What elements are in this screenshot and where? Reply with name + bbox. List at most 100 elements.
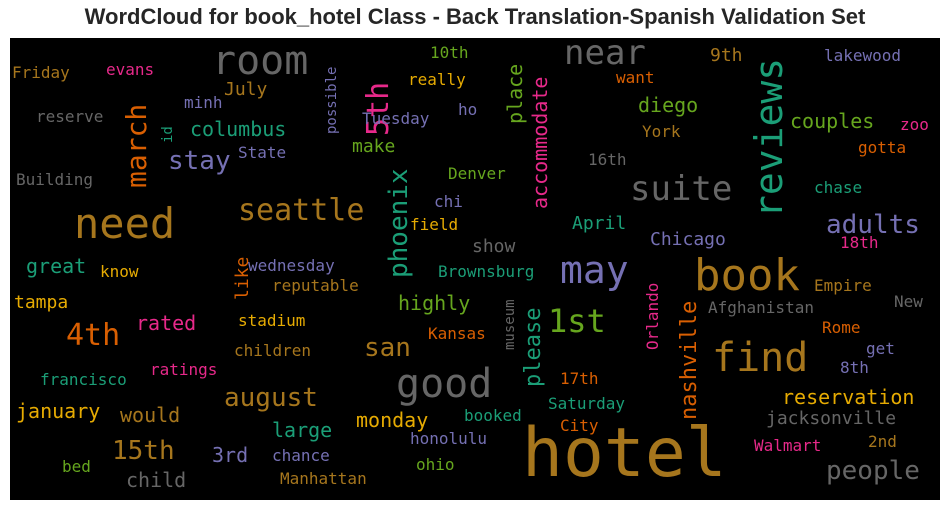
word-like: like [232,257,253,300]
word-monday: monday [356,408,428,432]
word-orlando: Orlando [643,283,662,350]
word-4th: 4th [66,318,120,353]
word-march: march [120,104,153,188]
word-ratings: ratings [150,360,217,379]
word-chase: chase [814,178,862,197]
word-please: please [521,308,546,387]
word-walmart: Walmart [754,436,821,455]
word-good: good [396,361,492,407]
word-17th: 17th [560,369,599,388]
word-8th: 8th [840,358,869,377]
chart-title: WordCloud for book_hotel Class - Back Tr… [84,4,866,29]
word-id: id [160,126,176,143]
word-new: New [894,292,923,311]
word-children: children [234,341,311,360]
word-empire: Empire [814,276,872,295]
word-april: April [572,213,626,234]
word-highly: highly [398,291,470,315]
word-stadium: stadium [238,311,305,330]
word-really: really [408,70,466,89]
word-columbus: columbus [190,117,286,141]
word-couples: couples [790,109,874,133]
word-people: people [826,456,920,486]
word-evans: evans [106,60,154,79]
word-jacksonville: jacksonville [766,408,896,429]
word-july: July [224,79,268,100]
word-chicago: Chicago [650,229,726,250]
word-manhattan: Manhattan [280,469,367,488]
word-16th: 16th [588,150,627,169]
word-ohio: ohio [416,455,455,474]
word-hotel: hotel [522,414,727,493]
word-10th: 10th [430,43,469,62]
word-5th: 5th [361,82,396,136]
word-zoo: zoo [900,115,929,134]
word-afghanistan: Afghanistan [708,298,814,317]
word-child: child [126,468,186,492]
word-lakewood: lakewood [824,46,901,65]
word-francisco: francisco [40,370,127,389]
word-suite: suite [630,169,732,209]
word-kansas: Kansas [428,324,486,343]
word-know: know [100,262,139,281]
word-field: field [410,215,458,234]
word-ho: ho [458,100,477,119]
word-near: near [564,38,646,73]
word-need: need [74,199,175,248]
word-san: san [364,333,411,363]
word-city: City [560,416,599,435]
word-rome: Rome [822,318,861,337]
word-reservation: reservation [782,385,914,409]
word-booked: booked [464,406,522,425]
word-room: room [212,38,308,84]
word-friday: Friday [12,63,70,82]
word-museum: museum [502,299,518,350]
word-chance: chance [272,446,330,465]
word-make: make [352,136,395,157]
word-diego: diego [638,93,698,117]
word-9th: 9th [710,45,743,66]
word-show: show [472,236,516,257]
word-building: Building [16,170,93,189]
word-great: great [26,254,86,278]
word-adults: adults [826,210,920,240]
word-york: York [642,122,681,141]
word-rated: rated [136,311,196,335]
word-honolulu: honolulu [410,429,487,448]
word-may: may [560,248,629,292]
word-wednesday: wednesday [248,256,335,275]
word-tuesday: Tuesday [362,109,430,128]
word-1st: 1st [548,302,606,340]
word-book: book [694,250,800,301]
word-august: august [224,383,318,413]
word-brownsburg: Brownsburg [438,262,534,281]
word-state: State [238,143,286,162]
wordcloud-canvas: hotel book find good need room may reviews suite… [10,38,940,500]
word-15th: 15th [112,436,175,466]
word-3rd: 3rd [212,443,248,467]
word-chi: chi [434,192,463,211]
word-stay: stay [168,146,231,176]
word-would: would [120,403,180,427]
word-2nd: 2nd [868,432,897,451]
word-seattle: seattle [238,193,364,228]
word-minh: minh [184,93,223,112]
word-reviews: reviews [747,58,791,218]
word-phoenix: phoenix [384,168,414,278]
word-reputable: reputable [272,276,359,295]
word-get: get [866,339,895,358]
word-nashville: nashville [677,301,702,420]
word-saturday: Saturday [548,394,625,413]
word-want: want [616,68,655,87]
word-large: large [272,418,332,442]
word-gotta: gotta [858,138,906,157]
word-tampa: tampa [14,292,68,313]
word-denver: Denver [448,164,506,183]
word-january: january [16,399,100,423]
word-find: find [712,335,808,381]
word-accommodate: accommodate [528,77,552,209]
word-possible: possible [324,67,340,134]
word-place: place [503,64,527,124]
word-18th: 18th [840,233,879,252]
word-reserve: reserve [36,107,103,126]
